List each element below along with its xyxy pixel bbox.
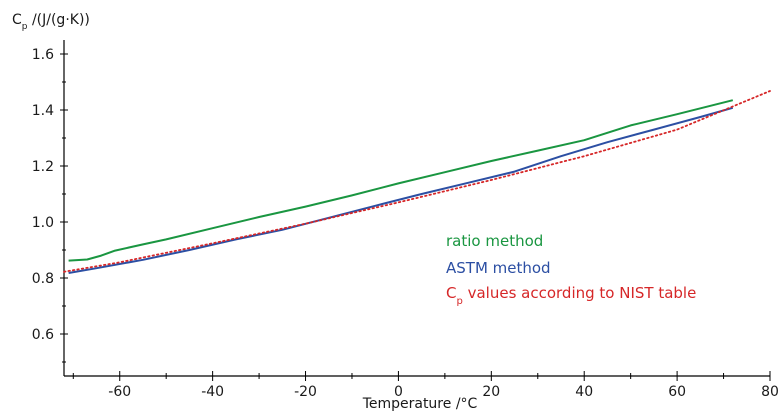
y-tick-label: 1.0: [32, 215, 54, 231]
y-tick-label: 0.6: [32, 327, 54, 343]
legend-nist-main: C: [446, 284, 456, 302]
legend-nist-rest: values according to NIST table: [463, 284, 697, 302]
y-axis-title-sub: p: [22, 22, 28, 32]
x-tick-label: 80: [761, 384, 778, 400]
series-line-nist-table: [63, 90, 771, 273]
legend-nist-sub: p: [456, 296, 462, 307]
x-axis-title: Temperature /°C: [362, 396, 478, 412]
legend-item-astm-method: ASTM method: [446, 259, 551, 277]
y-tick-label: 0.8: [32, 271, 54, 287]
y-axis-title-main: C: [12, 12, 22, 28]
x-tick-label: 40: [575, 384, 593, 400]
x-tick-label: -40: [201, 384, 224, 400]
y-axis-title-rest: /(J/(g·K)): [28, 12, 90, 28]
y-tick-label: 1.6: [32, 47, 54, 63]
series-layer: [63, 90, 771, 274]
series-line-astm-method: [68, 106, 734, 274]
x-tick-label: -60: [108, 384, 131, 400]
axes: 0.6 0.8 1.0 1.2 1.4 1.6 -60 -40 -20 0 20 40 60 80: [32, 40, 778, 400]
x-tick-label: 0: [394, 384, 403, 400]
legend-item-nist-table: Cp values according to NIST table: [446, 284, 696, 307]
legend-item-ratio-method: ratio method: [446, 232, 543, 250]
x-tick-label: 20: [482, 384, 500, 400]
y-tick-label: 1.2: [32, 159, 54, 175]
x-tick-label: 60: [668, 384, 686, 400]
legend: ratio method ASTM method Cp values accor…: [446, 232, 696, 307]
y-axis-title: Cp /(J/(g·K)): [12, 12, 90, 32]
series-line-ratio-method: [68, 99, 734, 262]
x-tick-label: -20: [294, 384, 317, 400]
y-tick-label: 1.4: [32, 103, 54, 119]
